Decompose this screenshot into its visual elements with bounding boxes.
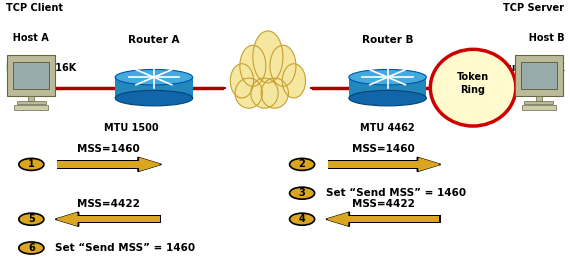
Bar [328,161,419,168]
Bar [219,87,226,89]
Polygon shape [328,213,348,225]
Ellipse shape [430,49,516,126]
Text: 5: 5 [28,214,35,224]
FancyBboxPatch shape [115,77,193,98]
Polygon shape [55,212,79,226]
Ellipse shape [251,78,278,108]
Bar [524,101,553,104]
Ellipse shape [253,31,283,83]
Polygon shape [419,158,439,170]
Text: 3: 3 [299,188,306,198]
Text: 1: 1 [28,159,35,169]
Polygon shape [57,213,77,225]
Text: Buffer = 8K: Buffer = 8K [500,63,564,73]
Ellipse shape [115,90,193,106]
Text: MSS=1460: MSS=1460 [352,144,415,154]
Bar [28,96,34,101]
Polygon shape [417,157,441,172]
Circle shape [290,213,315,225]
Bar [7,55,55,96]
Text: 2: 2 [299,159,306,169]
Text: Set “Send MSS” = 1460: Set “Send MSS” = 1460 [55,243,196,253]
Text: MSS=4422: MSS=4422 [352,199,415,209]
Bar [536,96,542,101]
Bar [515,55,563,96]
Text: Buffer = 16K: Buffer = 16K [6,63,76,73]
Ellipse shape [349,70,426,85]
Bar [348,216,439,222]
Circle shape [19,158,44,170]
Text: Router A: Router A [128,35,180,45]
Polygon shape [138,157,161,172]
Text: Set “Send MSS” = 1460: Set “Send MSS” = 1460 [326,188,466,198]
Ellipse shape [240,45,266,86]
Text: TCP Client: TCP Client [6,3,63,13]
Bar [346,215,441,223]
Text: MTU 1500: MTU 1500 [104,123,158,133]
Ellipse shape [230,64,254,98]
Circle shape [290,158,315,170]
Circle shape [290,187,315,199]
Text: MSS=4422: MSS=4422 [77,199,140,209]
Ellipse shape [349,90,426,106]
Text: Host A: Host A [6,33,48,43]
Text: Router B: Router B [362,35,413,45]
Text: 4: 4 [299,214,306,224]
Text: Token
Ring: Token Ring [457,72,489,95]
Text: 6: 6 [28,243,35,253]
Bar [14,62,50,89]
Text: Host B: Host B [522,33,564,43]
Ellipse shape [282,64,306,98]
Ellipse shape [235,78,262,108]
Bar [310,87,317,89]
Polygon shape [140,158,160,170]
Text: TCP Server: TCP Server [503,3,564,13]
Bar [57,160,141,169]
FancyBboxPatch shape [349,77,426,98]
Bar [328,160,421,169]
Bar [57,161,140,168]
Polygon shape [326,212,349,226]
Circle shape [19,242,44,254]
Bar [77,216,160,222]
Text: MSS=1460: MSS=1460 [77,144,140,154]
Bar [17,101,46,104]
Ellipse shape [270,45,296,86]
Bar [75,215,161,223]
Ellipse shape [115,70,193,85]
Bar [520,62,556,89]
Bar [522,105,556,110]
Bar [14,105,48,110]
Circle shape [19,213,44,225]
Ellipse shape [261,78,288,108]
Text: MTU 4462: MTU 4462 [360,123,415,133]
